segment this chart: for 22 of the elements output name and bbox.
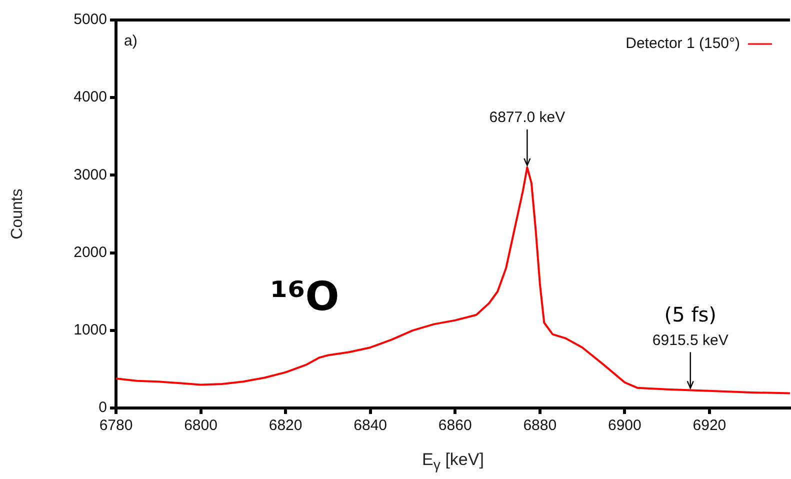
x-axis-title: E$_{γ}$ [keV]	[421, 450, 485, 474]
x-tick-label: 6820	[268, 417, 302, 434]
x-tick-label: 6780	[99, 417, 133, 434]
x-tick-label: 6860	[438, 417, 472, 434]
annotation: 6877.0 keV	[489, 109, 566, 126]
annotation: (5 fs)	[664, 302, 716, 326]
x-tick-label: 6880	[523, 417, 557, 434]
annotation: a)	[124, 32, 138, 50]
y-tick-label: 0	[98, 399, 107, 416]
x-tick-label: 6900	[608, 417, 642, 434]
x-tick-label: 6840	[354, 417, 388, 434]
annotation: 6915.5 keV	[652, 332, 728, 349]
y-tick-label: 2000	[74, 244, 107, 261]
y-tick-label: 3000	[74, 166, 107, 184]
y-tick-label: 4000	[74, 88, 107, 106]
y-tick-label: 5000	[74, 11, 107, 28]
x-tick-label: 6920	[692, 417, 726, 434]
y-tick-label: 1000	[74, 322, 107, 339]
legend-label: Detector 1 (150°)	[626, 35, 740, 52]
annotation: ¹⁶O	[270, 274, 340, 320]
x-tick-label: 6800	[184, 417, 218, 434]
y-axis-title: Counts	[9, 188, 26, 240]
